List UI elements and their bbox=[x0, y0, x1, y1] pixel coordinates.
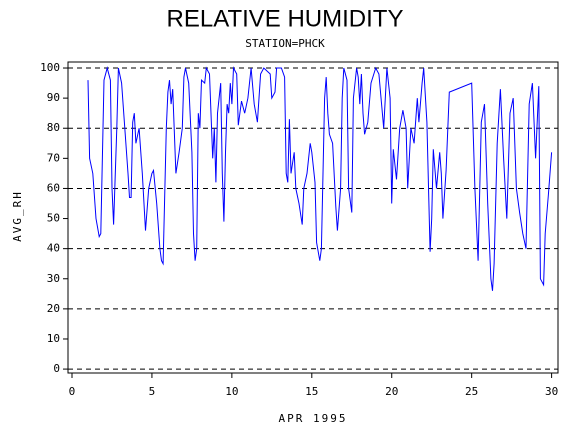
chart-subtitle: STATION=PHCK bbox=[245, 37, 325, 50]
y-tick-label: 40 bbox=[47, 242, 60, 255]
x-tick-label: 10 bbox=[225, 385, 238, 398]
y-tick-label: 50 bbox=[47, 212, 60, 225]
y-tick-label: 10 bbox=[47, 332, 60, 345]
y-tick-label: 20 bbox=[47, 302, 60, 315]
chart-title: RELATIVE HUMIDITY bbox=[167, 5, 404, 32]
x-tick-label: 20 bbox=[385, 385, 398, 398]
x-tick-label: 15 bbox=[305, 385, 318, 398]
x-tick-label: 5 bbox=[149, 385, 156, 398]
y-tick-label: 80 bbox=[47, 121, 60, 134]
x-tick-label: 30 bbox=[545, 385, 558, 398]
y-tick-label: 90 bbox=[47, 91, 60, 104]
y-tick-label: 60 bbox=[47, 181, 60, 194]
y-tick-label: 30 bbox=[47, 272, 60, 285]
data-line bbox=[87, 66, 553, 291]
y-tick-label: 100 bbox=[40, 61, 60, 74]
x-tick-label: 0 bbox=[69, 385, 76, 398]
y-tick-label: 70 bbox=[47, 151, 60, 164]
x-tick-label: 25 bbox=[465, 385, 478, 398]
plot-frame bbox=[67, 61, 559, 374]
y-tick-label: 0 bbox=[53, 362, 60, 375]
x-axis-label: APR 1995 bbox=[279, 412, 348, 425]
y-axis-label: AVG_RH bbox=[11, 190, 24, 242]
